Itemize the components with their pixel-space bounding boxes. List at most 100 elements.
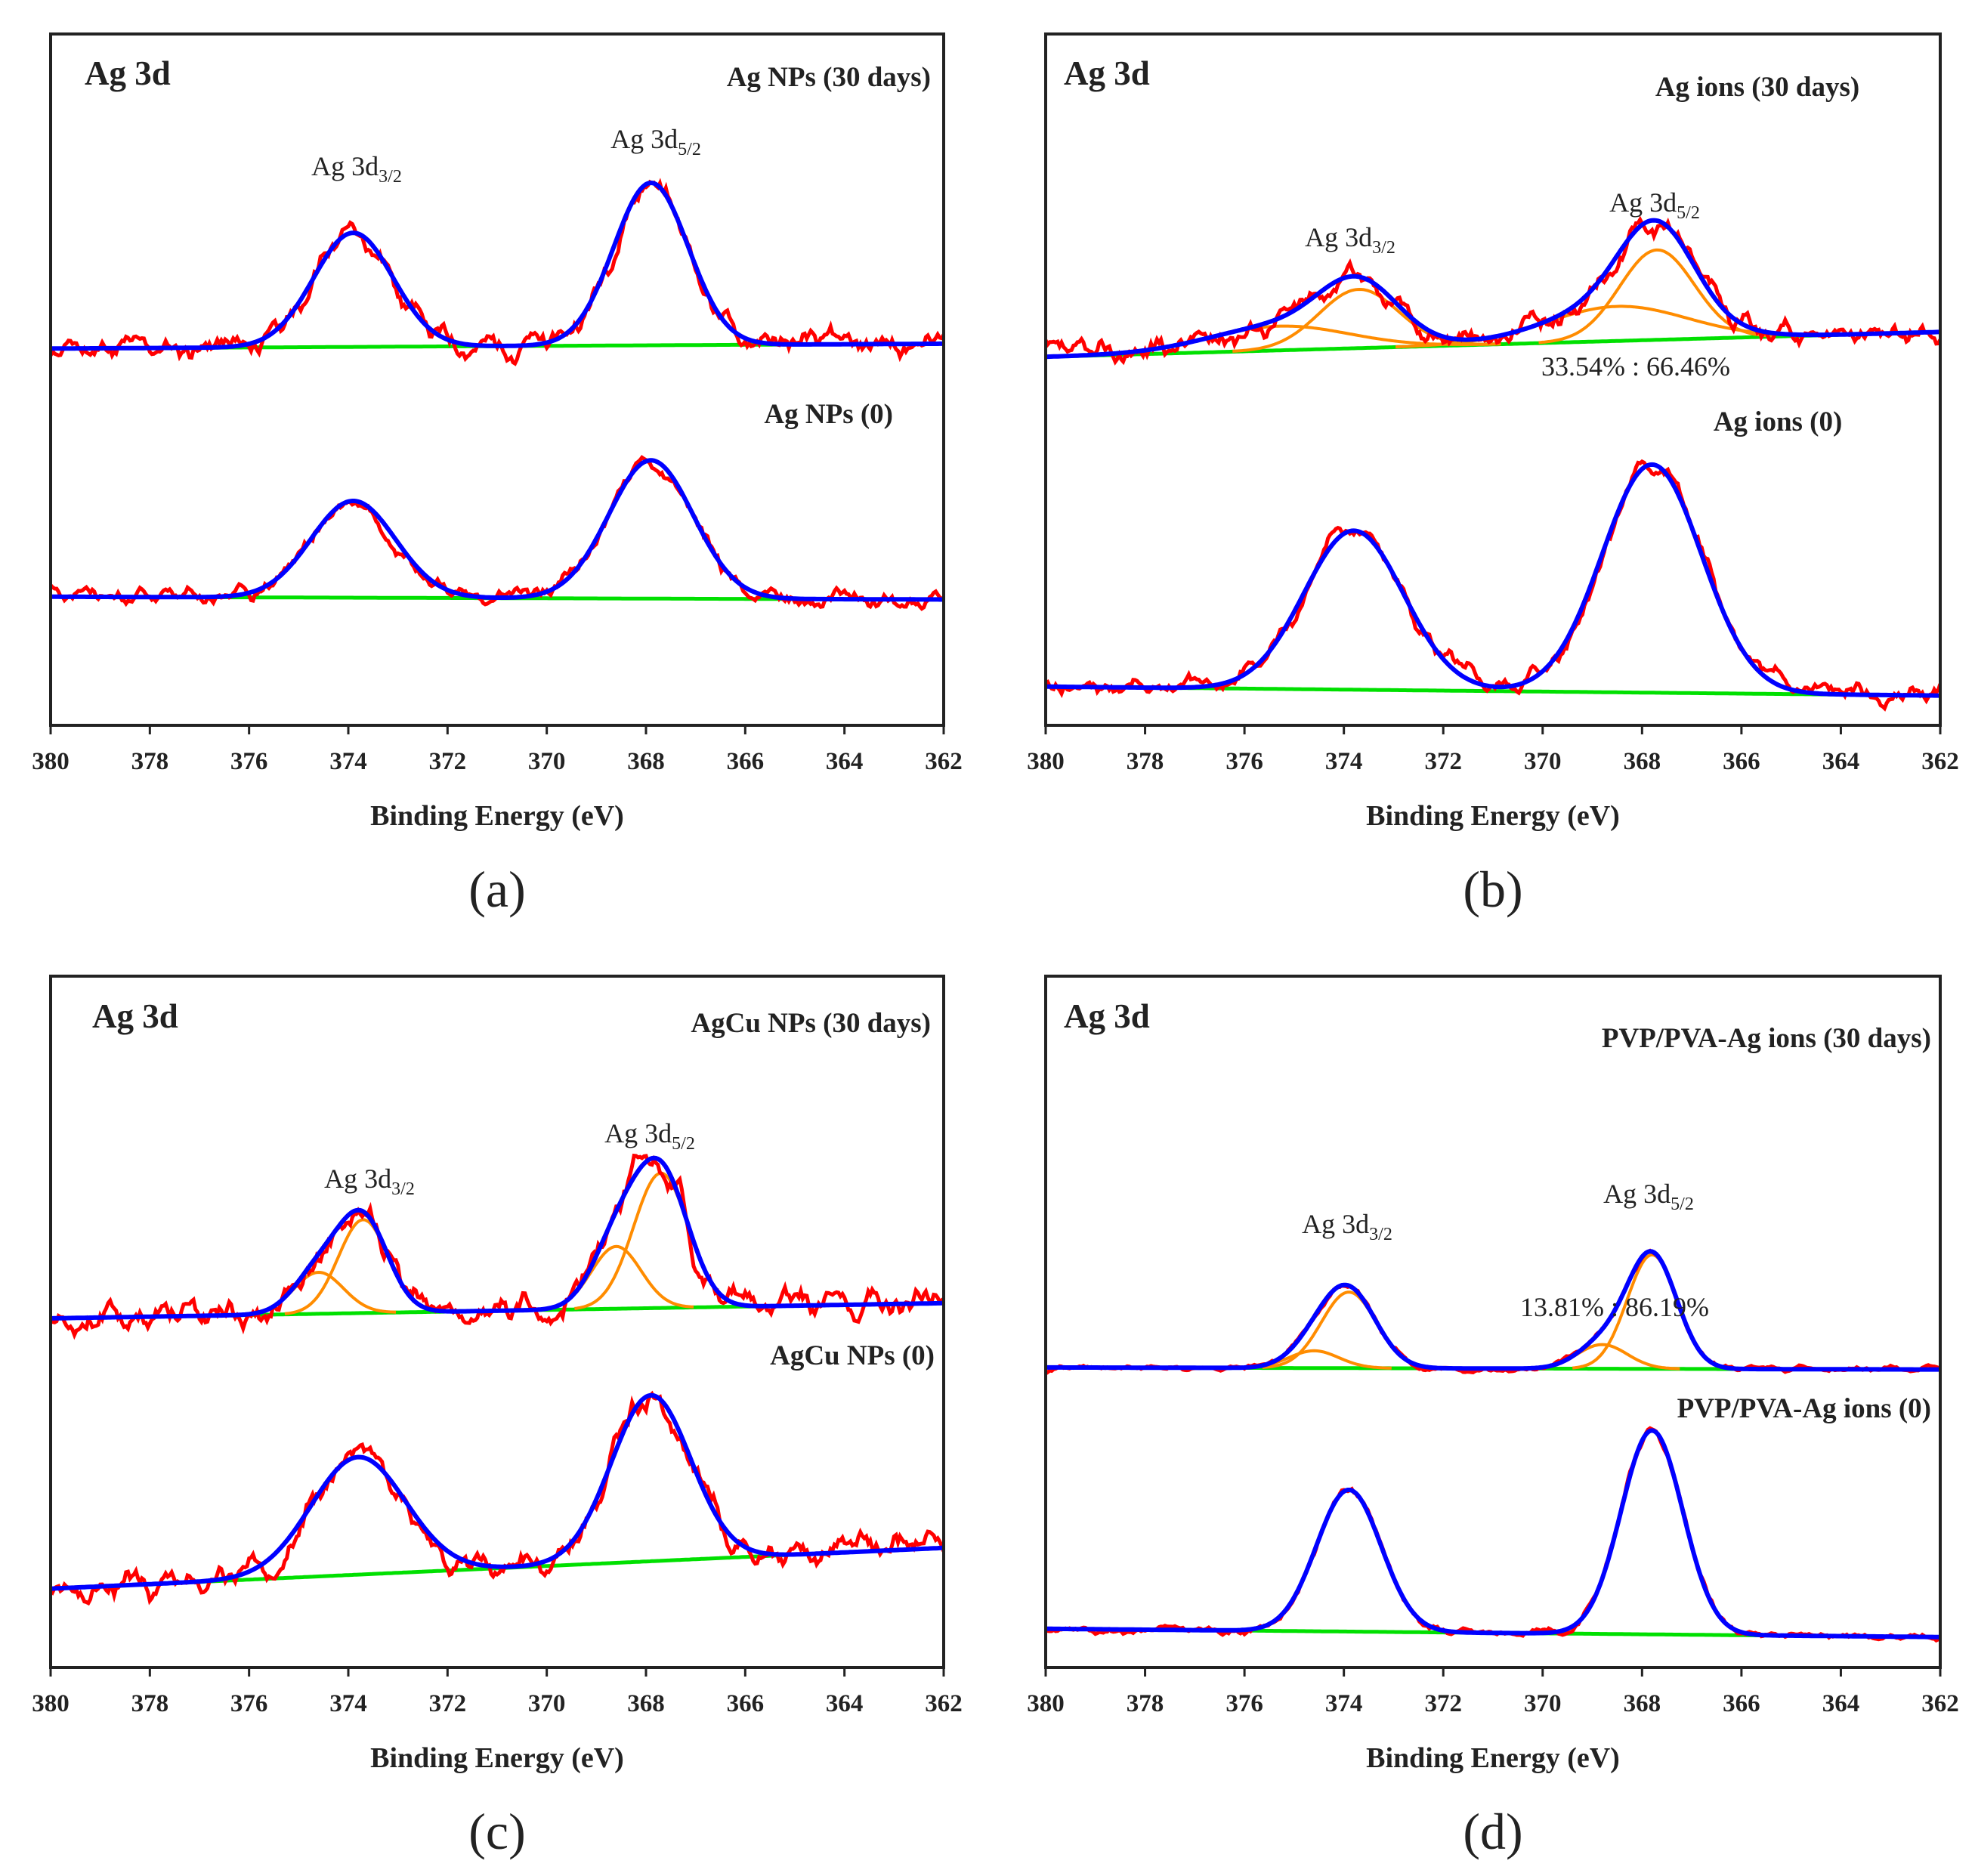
axes-frame <box>49 32 945 727</box>
x-tick-label: 378 <box>131 748 169 775</box>
x-tick-label: 366 <box>1723 748 1760 775</box>
x-tick-label: 374 <box>1325 748 1363 775</box>
x-tick-label: 378 <box>1127 748 1164 775</box>
peak-label: Ag 3d3/2 <box>324 1164 415 1199</box>
spectrum-label: PVP/PVA-Ag ions (0) <box>1677 1393 1931 1424</box>
x-tick-label: 362 <box>1921 748 1959 775</box>
fit-envelope <box>1046 218 1940 360</box>
component-peak <box>574 1171 748 1310</box>
fit-envelope <box>1046 462 1940 698</box>
area-ratio-label: 13.81% : 86.19% <box>1520 1292 1709 1322</box>
x-tick-label: 380 <box>32 1690 70 1717</box>
spectrum-label: Ag NPs (0) <box>764 399 893 430</box>
fit-envelope <box>1046 1428 1940 1640</box>
component-peak <box>239 1270 397 1317</box>
spectrum-label: Ag ions (0) <box>1714 406 1843 437</box>
raw-spectrum <box>1046 215 1940 366</box>
raw-spectrum <box>51 455 944 611</box>
panel-title: Ag 3d <box>1064 997 1150 1035</box>
panel-letter: (c) <box>468 1803 525 1860</box>
x-tick-label: 370 <box>528 1690 566 1717</box>
x-tick-label: 362 <box>925 1690 963 1717</box>
panel-d: PVP/PVA-Ag ions (30 days) PVP/PVA-Ag ions… <box>1027 975 1959 1860</box>
x-tick-label: 366 <box>727 748 765 775</box>
raw-spectrum <box>1046 1426 1940 1643</box>
peak-label: Ag 3d3/2 <box>311 151 402 187</box>
spectrum-label: PVP/PVA-Ag ions (30 days) <box>1602 1023 1931 1054</box>
x-tick-label: 362 <box>1921 1690 1959 1717</box>
raw-spectrum <box>1046 459 1940 712</box>
raw-spectrum <box>51 178 944 366</box>
x-tick-label: 378 <box>1127 1690 1164 1717</box>
axes-frame <box>1044 32 1942 727</box>
peak-label: Ag 3d5/2 <box>1609 187 1700 223</box>
x-tick-label: 362 <box>925 748 963 775</box>
x-tick-label: 376 <box>1225 748 1263 775</box>
spectrum-label: AgCu NPs (0) <box>770 1340 935 1371</box>
panel-title: Ag 3d <box>1064 54 1150 92</box>
x-axis-label: Binding Energy (eV) <box>370 800 624 832</box>
x-tick-label: 368 <box>1624 1690 1661 1717</box>
peak-label: Ag 3d5/2 <box>610 124 701 159</box>
x-tick-label: 366 <box>1723 1690 1760 1717</box>
panel-title: Ag 3d <box>85 54 171 92</box>
plot-area <box>1046 1248 1940 1643</box>
panel-b: Ag ions (30 days) Ag ions (0) 380 378 376 374… <box>1027 32 1959 918</box>
spectrum-label: Ag NPs (30 days) <box>727 62 931 93</box>
x-tick-label: 380 <box>1027 1690 1065 1717</box>
peak-label: Ag 3d3/2 <box>1305 222 1395 258</box>
x-tick-label: 378 <box>131 1690 169 1717</box>
x-tick-label: 380 <box>1027 748 1065 775</box>
x-tick-label: 376 <box>230 1690 268 1717</box>
x-tick-label: 372 <box>1424 748 1462 775</box>
x-axis-label: Binding Energy (eV) <box>1366 800 1620 832</box>
x-tick-label: 380 <box>32 748 70 775</box>
peak-label: Ag 3d5/2 <box>604 1118 695 1154</box>
spectrum-label: Ag ions (30 days) <box>1655 72 1859 103</box>
x-tick-label: 372 <box>429 748 467 775</box>
peak-label-subscript: 3/2 <box>1372 238 1395 258</box>
peak-label: Ag 3d5/2 <box>1603 1179 1694 1214</box>
fit-envelope <box>1046 1249 1940 1372</box>
peak-label-subscript: 5/2 <box>678 140 701 159</box>
x-tick-label: 374 <box>329 748 367 775</box>
plot-area <box>1046 215 1940 712</box>
component-peak <box>1538 248 1776 345</box>
peak-label-subscript: 5/2 <box>1677 203 1700 223</box>
x-tick-label: 368 <box>627 1690 665 1717</box>
fit-envelope <box>51 1392 944 1591</box>
x-tick-label: 370 <box>1524 1690 1562 1717</box>
plot-area <box>51 178 944 611</box>
peak-label-subscript: 3/2 <box>391 1179 415 1199</box>
spectrum-label: AgCu NPs (30 days) <box>691 1008 931 1039</box>
x-tick-label: 372 <box>1424 1690 1462 1717</box>
area-ratio-label: 33.54% : 66.46% <box>1541 351 1730 382</box>
x-axis-label: Binding Energy (eV) <box>1366 1742 1620 1774</box>
x-tick-label: 376 <box>230 748 268 775</box>
panel-c: AgCu NPs (30 days) AgCu NPs (0) 380 378 376 3… <box>32 975 963 1860</box>
axes-frame <box>49 975 945 1669</box>
axes-frame <box>1044 975 1942 1669</box>
x-tick-label: 364 <box>1822 1690 1860 1717</box>
peak-label-subscript: 3/2 <box>1369 1225 1392 1244</box>
peak-label-subscript: 5/2 <box>672 1134 695 1154</box>
peak-label-subscript: 3/2 <box>379 167 402 187</box>
x-tick-label: 368 <box>627 748 665 775</box>
x-tick-label: 376 <box>1225 1690 1263 1717</box>
fit-envelope <box>51 458 944 602</box>
fit-envelope <box>51 181 944 351</box>
plot-area <box>51 1153 944 1606</box>
fit-envelope <box>51 1155 944 1321</box>
raw-spectrum <box>1046 1248 1940 1376</box>
panel-letter: (b) <box>1463 861 1522 918</box>
peak-label-subscript: 5/2 <box>1671 1195 1694 1214</box>
x-tick-label: 368 <box>1624 748 1661 775</box>
x-tick-label: 372 <box>429 1690 467 1717</box>
x-tick-label: 364 <box>826 1690 864 1717</box>
x-tick-label: 364 <box>826 748 864 775</box>
peak-label: Ag 3d3/2 <box>1302 1209 1392 1244</box>
x-tick-label: 370 <box>528 748 566 775</box>
x-tick-label: 370 <box>1524 748 1562 775</box>
x-axis-label: Binding Energy (eV) <box>370 1742 624 1774</box>
